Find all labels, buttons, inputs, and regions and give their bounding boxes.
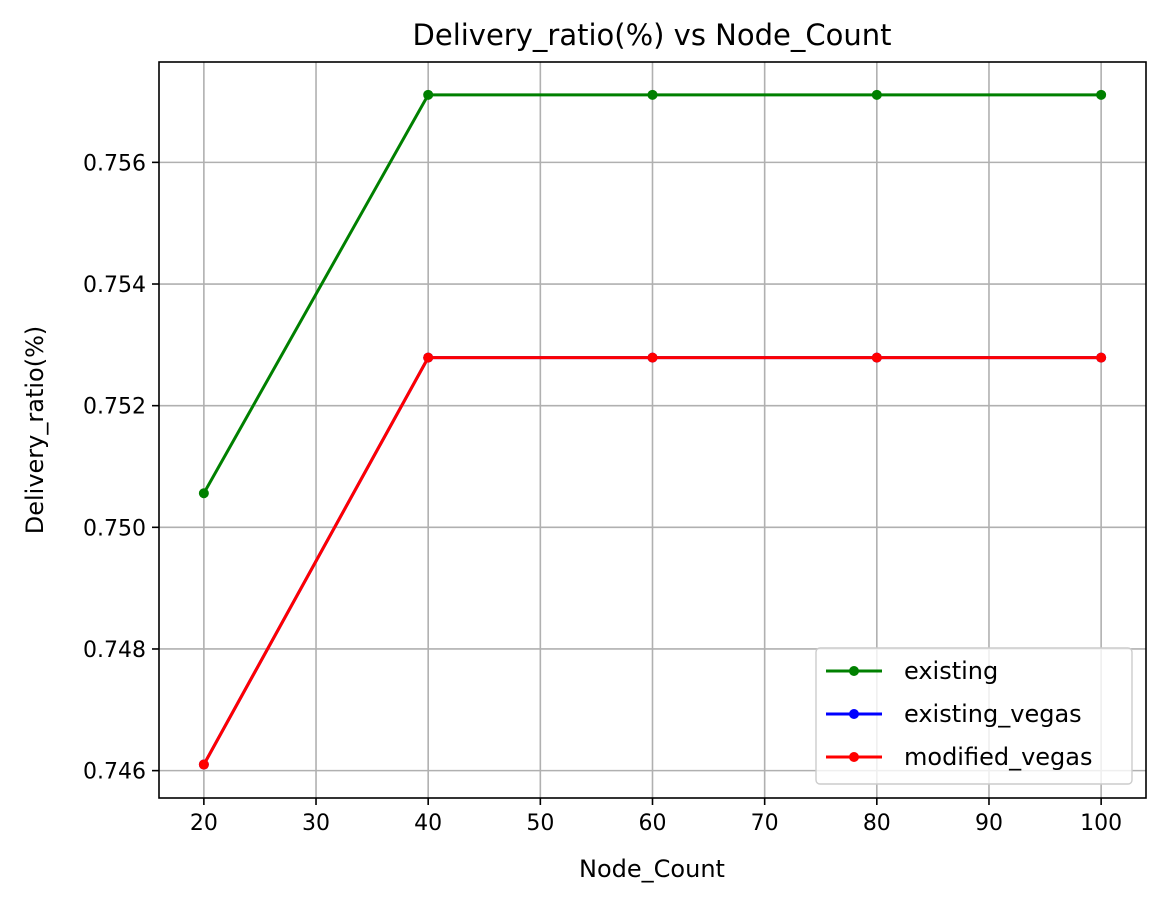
data-point-modified_vegas [647,352,658,363]
data-point-existing [1096,89,1107,100]
y-tick-label: 0.748 [83,638,146,663]
legend-entry-existing_vegas: existing_vegas [826,700,1082,728]
legend-label: existing_vegas [904,700,1082,728]
legend-entry-existing: existing [826,657,998,685]
series-modified_vegas [198,352,1107,770]
x-tick-label: 20 [190,811,218,836]
data-point-existing [423,89,434,100]
x-tick-label: 70 [751,811,779,836]
y-tick-label: 0.746 [83,760,146,785]
y-tick-label: 0.752 [83,395,146,420]
chart-title: Delivery_ratio(%) vs Node_Count [413,18,892,52]
legend-label: existing [904,657,998,685]
x-axis-label: Node_Count [579,855,725,883]
x-tick-label: 60 [639,811,667,836]
data-point-modified_vegas [1096,352,1107,363]
x-tick-label: 80 [863,811,891,836]
y-tick-label: 0.754 [83,273,146,298]
legend: existing existing_vegas modified_vegas [815,647,1133,785]
series-lines [198,89,1107,770]
series-existing [198,89,1107,499]
y-axis-label: Delivery_ratio(%) [21,326,49,535]
data-point-existing [647,89,658,100]
data-point-modified_vegas [423,352,434,363]
x-tick-label: 30 [302,811,330,836]
y-tick-label: 0.750 [83,516,146,541]
data-point-modified_vegas [871,352,882,363]
legend-label: modified_vegas [904,743,1093,771]
x-tick-label: 100 [1080,811,1122,836]
legend-swatch-marker [849,666,859,676]
x-tick-label: 40 [414,811,442,836]
legend-box [815,647,1133,785]
x-tick-label: 50 [526,811,554,836]
legend-swatch-marker [849,752,859,762]
y-axis-ticks: 0.746 0.748 0.750 0.752 0.754 0.756 [83,151,159,785]
x-tick-label: 90 [975,811,1003,836]
x-axis-ticks: 20 30 40 50 60 70 80 90 100 [190,798,1122,836]
legend-entry-modified_vegas: modified_vegas [826,743,1093,771]
data-point-modified_vegas [198,759,209,770]
data-point-existing [871,89,882,100]
data-point-existing [198,488,209,499]
legend-swatch-marker [849,709,859,719]
y-tick-label: 0.756 [83,151,146,176]
